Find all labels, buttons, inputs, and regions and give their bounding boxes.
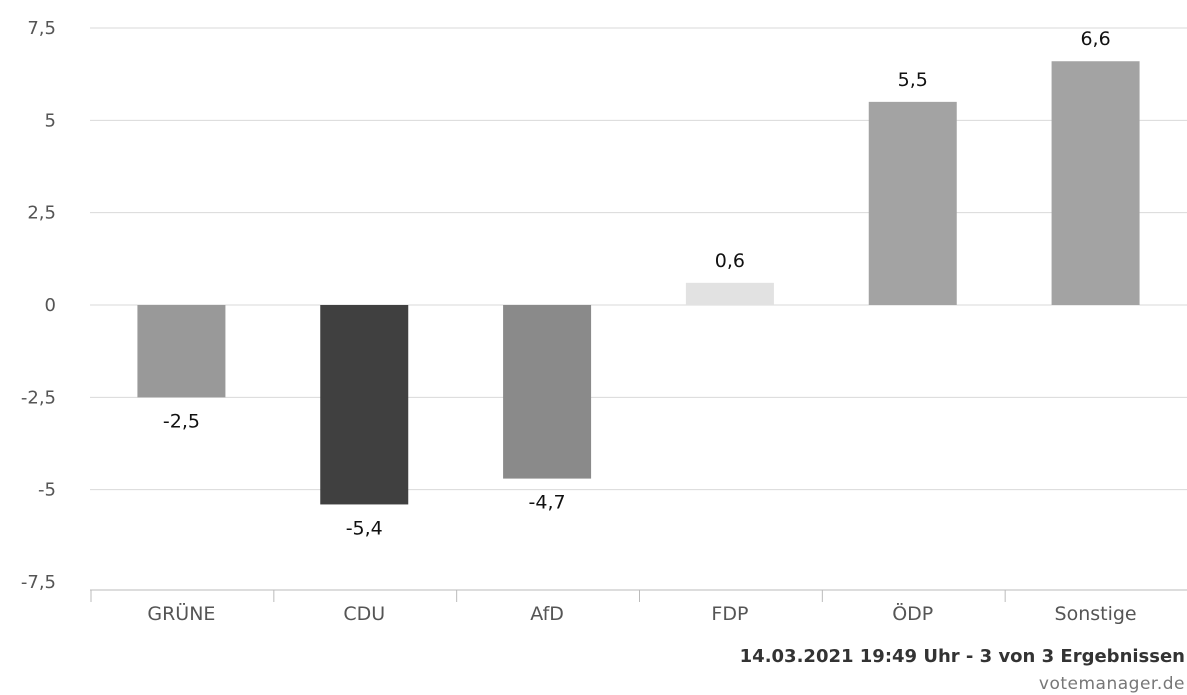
category-label: AfD bbox=[530, 603, 564, 625]
bar-cdu bbox=[320, 305, 408, 504]
value-label: -5,4 bbox=[346, 517, 383, 539]
bar-fdp bbox=[686, 283, 774, 305]
value-label: -4,7 bbox=[529, 492, 566, 514]
category-label: Sonstige bbox=[1055, 603, 1137, 625]
y-tick-label: -5 bbox=[38, 480, 56, 501]
category-label: GRÜNE bbox=[147, 602, 215, 625]
value-label: -2,5 bbox=[163, 410, 200, 432]
bar-chart: 7,5 5 2,5 0 -2,5 -5 -7,5 -2,5 GRÜNE -5,4 CDU -4,7 Af… bbox=[0, 0, 1187, 640]
bar-ödp bbox=[869, 102, 957, 305]
source-credit: votemanager.de bbox=[1039, 674, 1185, 694]
y-tick-label: 0 bbox=[45, 295, 56, 316]
y-tick-label: 2,5 bbox=[27, 203, 56, 224]
value-label: 6,6 bbox=[1080, 28, 1110, 50]
result-timestamp: 14.03.2021 19:49 Uhr - 3 von 3 Ergebniss… bbox=[740, 646, 1185, 667]
y-tick-label: 5 bbox=[45, 110, 56, 131]
y-tick-label: 7,5 bbox=[27, 18, 56, 39]
value-label: 0,6 bbox=[715, 250, 745, 272]
value-label: 5,5 bbox=[898, 69, 928, 91]
bar-afd bbox=[503, 305, 591, 479]
category-label: CDU bbox=[343, 603, 385, 625]
bar-sonstige bbox=[1052, 61, 1140, 305]
y-tick-label: -2,5 bbox=[21, 387, 56, 408]
bar-grüne bbox=[137, 305, 225, 397]
category-label: ÖDP bbox=[892, 602, 933, 625]
category-label: FDP bbox=[711, 603, 748, 625]
y-tick-label: -7,5 bbox=[21, 572, 56, 593]
